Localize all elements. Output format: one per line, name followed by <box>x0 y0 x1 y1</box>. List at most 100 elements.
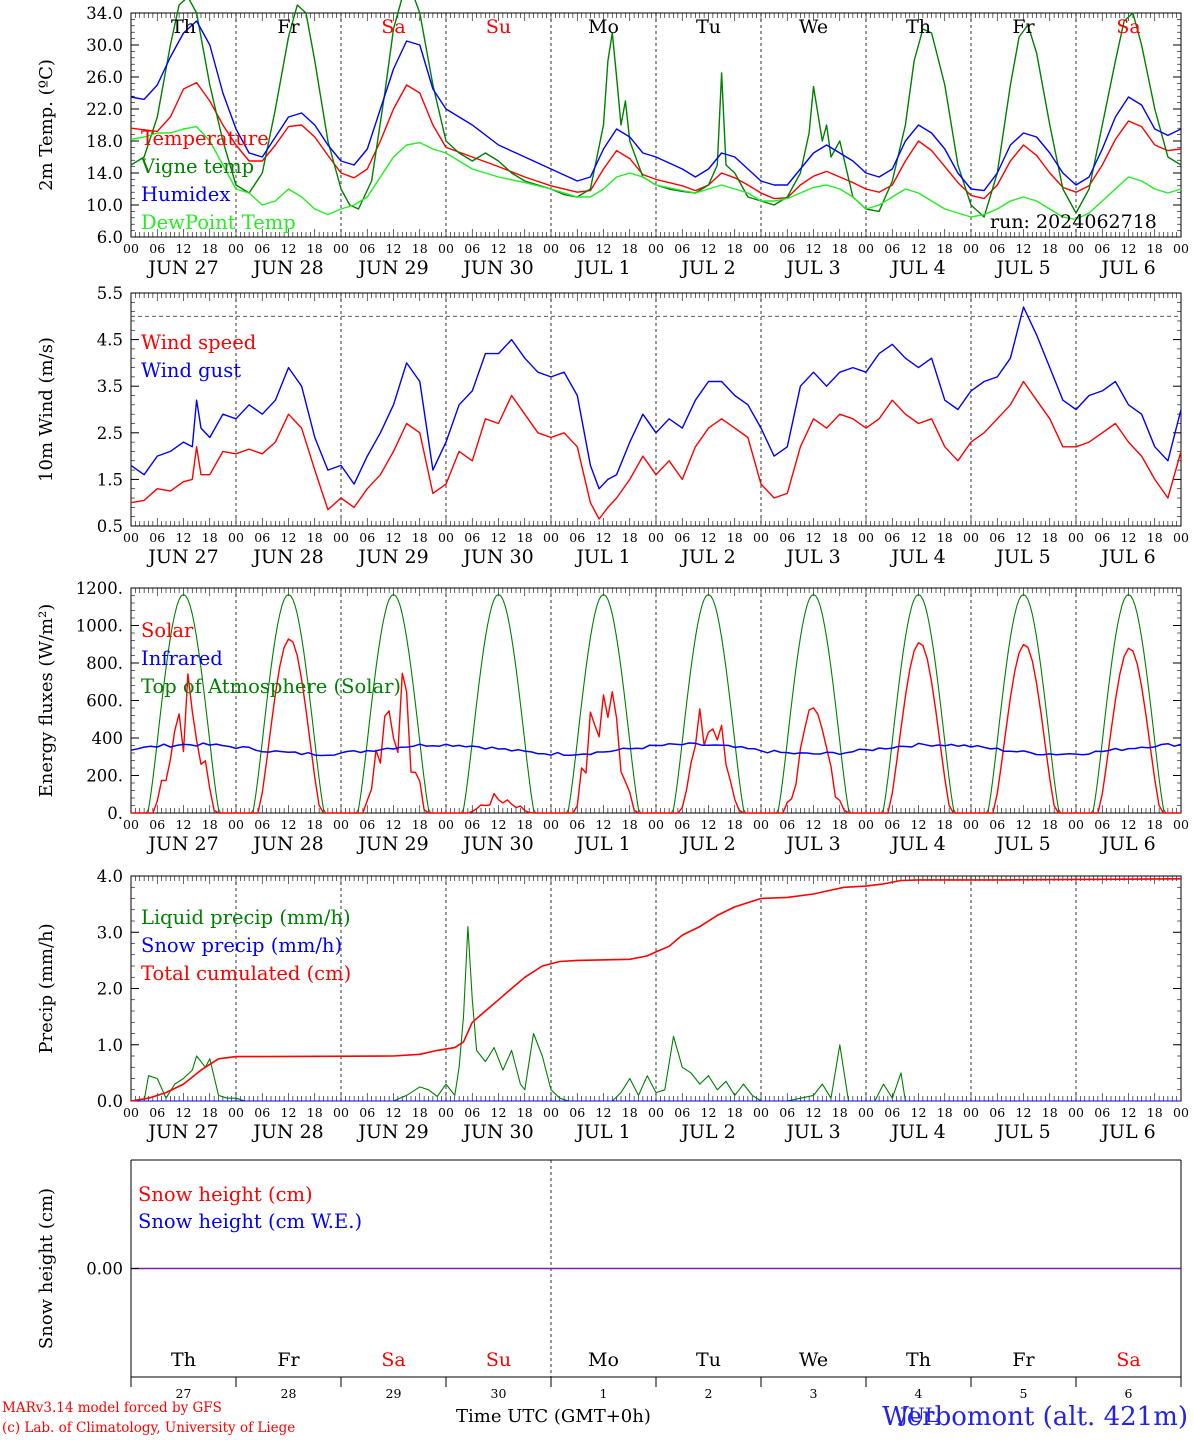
legend-snow-precip-mm-h: Snow precip (mm/h) <box>141 934 342 957</box>
hour-tick-label: 12 <box>1121 1105 1137 1120</box>
hour-tick-label: 18 <box>1147 1105 1163 1120</box>
weekday-label: We <box>799 16 828 38</box>
hour-tick-label: 12 <box>701 530 717 545</box>
y-tick-label: 400 <box>92 729 124 748</box>
day-number-label: 6 <box>1125 1386 1133 1401</box>
hour-tick-label: 12 <box>386 817 402 832</box>
hour-tick-label: 00 <box>228 241 244 256</box>
date-label: JUN 30 <box>461 257 533 279</box>
weekday-label: We <box>799 1349 828 1371</box>
hour-tick-label: 00 <box>333 241 349 256</box>
hour-tick-label: 12 <box>596 530 612 545</box>
hour-tick-label: 06 <box>674 1105 690 1120</box>
weekday-label: Th <box>906 1349 931 1371</box>
date-label: JUL 2 <box>679 1121 735 1143</box>
date-label: JUL 2 <box>679 257 735 279</box>
hour-tick-label: 18 <box>622 1105 638 1120</box>
hour-tick-label: 06 <box>149 530 165 545</box>
hour-tick-label: 00 <box>543 1105 559 1120</box>
legend-vigne-temp: Vigne temp <box>140 155 254 178</box>
legend-humidex: Humidex <box>141 183 230 206</box>
series-wind-speed <box>130 380 1182 520</box>
hour-tick-label: 12 <box>176 817 192 832</box>
y-tick-label: 0.00 <box>86 1260 123 1279</box>
hour-tick-label: 12 <box>911 1105 927 1120</box>
date-label: JUL 5 <box>994 546 1050 568</box>
hour-tick-label: 18 <box>1042 817 1058 832</box>
hour-tick-label: 00 <box>123 1105 139 1120</box>
y-tick-label: 22.0 <box>86 100 123 119</box>
hour-tick-label: 18 <box>832 241 848 256</box>
y-tick-label: 1000. <box>76 617 123 636</box>
date-label: JUL 4 <box>889 257 945 279</box>
hour-tick-label: 00 <box>1173 241 1189 256</box>
day-number-label: 28 <box>281 1386 297 1401</box>
date-label: JUN 27 <box>146 833 218 855</box>
hour-tick-label: 06 <box>359 817 375 832</box>
y-tick-label: 30.0 <box>86 36 123 55</box>
hour-tick-label: 18 <box>727 817 743 832</box>
panel-energy: 00 06 12 18 00 06 12 18 00 06 12 18 00 06 12 18 00 06 12 18… <box>36 579 1189 855</box>
y-tick-label: 14.0 <box>86 164 123 183</box>
hour-tick-label: 12 <box>386 241 402 256</box>
date-label: JUN 28 <box>251 257 323 279</box>
panel-snow: 0.00 Snow height (cm) Th 27 Fr 28 Sa 29 Su 30 Mo 1 T… <box>36 1159 1182 1401</box>
hour-tick-label: 12 <box>491 530 507 545</box>
date-label: JUN 29 <box>356 1121 428 1143</box>
hour-tick-label: 12 <box>911 530 927 545</box>
y-tick-label: 3.5 <box>97 377 123 396</box>
hour-tick-label: 06 <box>359 1105 375 1120</box>
y-tick-label: 4.5 <box>97 331 123 350</box>
hour-tick-label: 18 <box>1042 1105 1058 1120</box>
hour-tick-label: 18 <box>937 1105 953 1120</box>
hour-tick-label: 06 <box>989 241 1005 256</box>
date-label: JUN 29 <box>356 257 428 279</box>
y-axis-label: Snow height (cm) <box>36 1188 57 1349</box>
date-label: JUL 3 <box>784 1121 840 1143</box>
hour-tick-label: 00 <box>123 241 139 256</box>
legend-dewpoint-temp: DewPoint Temp <box>141 211 296 234</box>
hour-tick-label: 06 <box>779 530 795 545</box>
hour-tick-label: 00 <box>333 817 349 832</box>
weekday-label: Tu <box>696 1349 721 1371</box>
date-label: JUN 28 <box>251 1121 323 1143</box>
hour-tick-label: 12 <box>491 1105 507 1120</box>
hour-tick-label: 00 <box>543 530 559 545</box>
date-label: JUN 27 <box>146 546 218 568</box>
y-axis-label: Energy fluxes (W/m²) <box>36 604 57 798</box>
weekday-label: Tu <box>696 16 721 38</box>
hour-tick-label: 00 <box>858 241 874 256</box>
hour-tick-label: 06 <box>884 817 900 832</box>
hour-tick-label: 12 <box>491 817 507 832</box>
hour-tick-label: 12 <box>806 530 822 545</box>
hour-tick-label: 12 <box>281 241 297 256</box>
series-infrared <box>130 742 1182 757</box>
hour-tick-label: 06 <box>989 817 1005 832</box>
hour-tick-label: 06 <box>1094 241 1110 256</box>
model-credit: MARv3.14 model forced by GFS <box>2 1400 222 1416</box>
hour-tick-label: 18 <box>412 1105 428 1120</box>
hour-tick-label: 12 <box>596 241 612 256</box>
date-label: JUN 28 <box>251 833 323 855</box>
hour-tick-label: 00 <box>228 1105 244 1120</box>
hour-tick-label: 12 <box>701 1105 717 1120</box>
weekday-label: Mo <box>588 1349 619 1371</box>
hour-tick-label: 12 <box>806 1105 822 1120</box>
hour-tick-label: 12 <box>1121 241 1137 256</box>
y-tick-label: 800. <box>86 654 123 673</box>
weekday-label: Su <box>486 1349 511 1371</box>
hour-tick-label: 12 <box>491 241 507 256</box>
date-label: JUL 2 <box>679 833 735 855</box>
hour-tick-label: 18 <box>202 817 218 832</box>
hour-tick-label: 06 <box>464 1105 480 1120</box>
hour-tick-label: 06 <box>989 530 1005 545</box>
hour-tick-label: 06 <box>569 241 585 256</box>
date-label: JUL 6 <box>1099 1121 1155 1143</box>
hour-tick-label: 18 <box>1147 241 1163 256</box>
y-tick-label: 1200. <box>76 579 123 598</box>
weekday-label: Sa <box>1116 1349 1140 1371</box>
hour-tick-label: 12 <box>176 241 192 256</box>
hour-tick-label: 00 <box>753 817 769 832</box>
hour-tick-label: 18 <box>1147 530 1163 545</box>
hour-tick-label: 12 <box>281 530 297 545</box>
